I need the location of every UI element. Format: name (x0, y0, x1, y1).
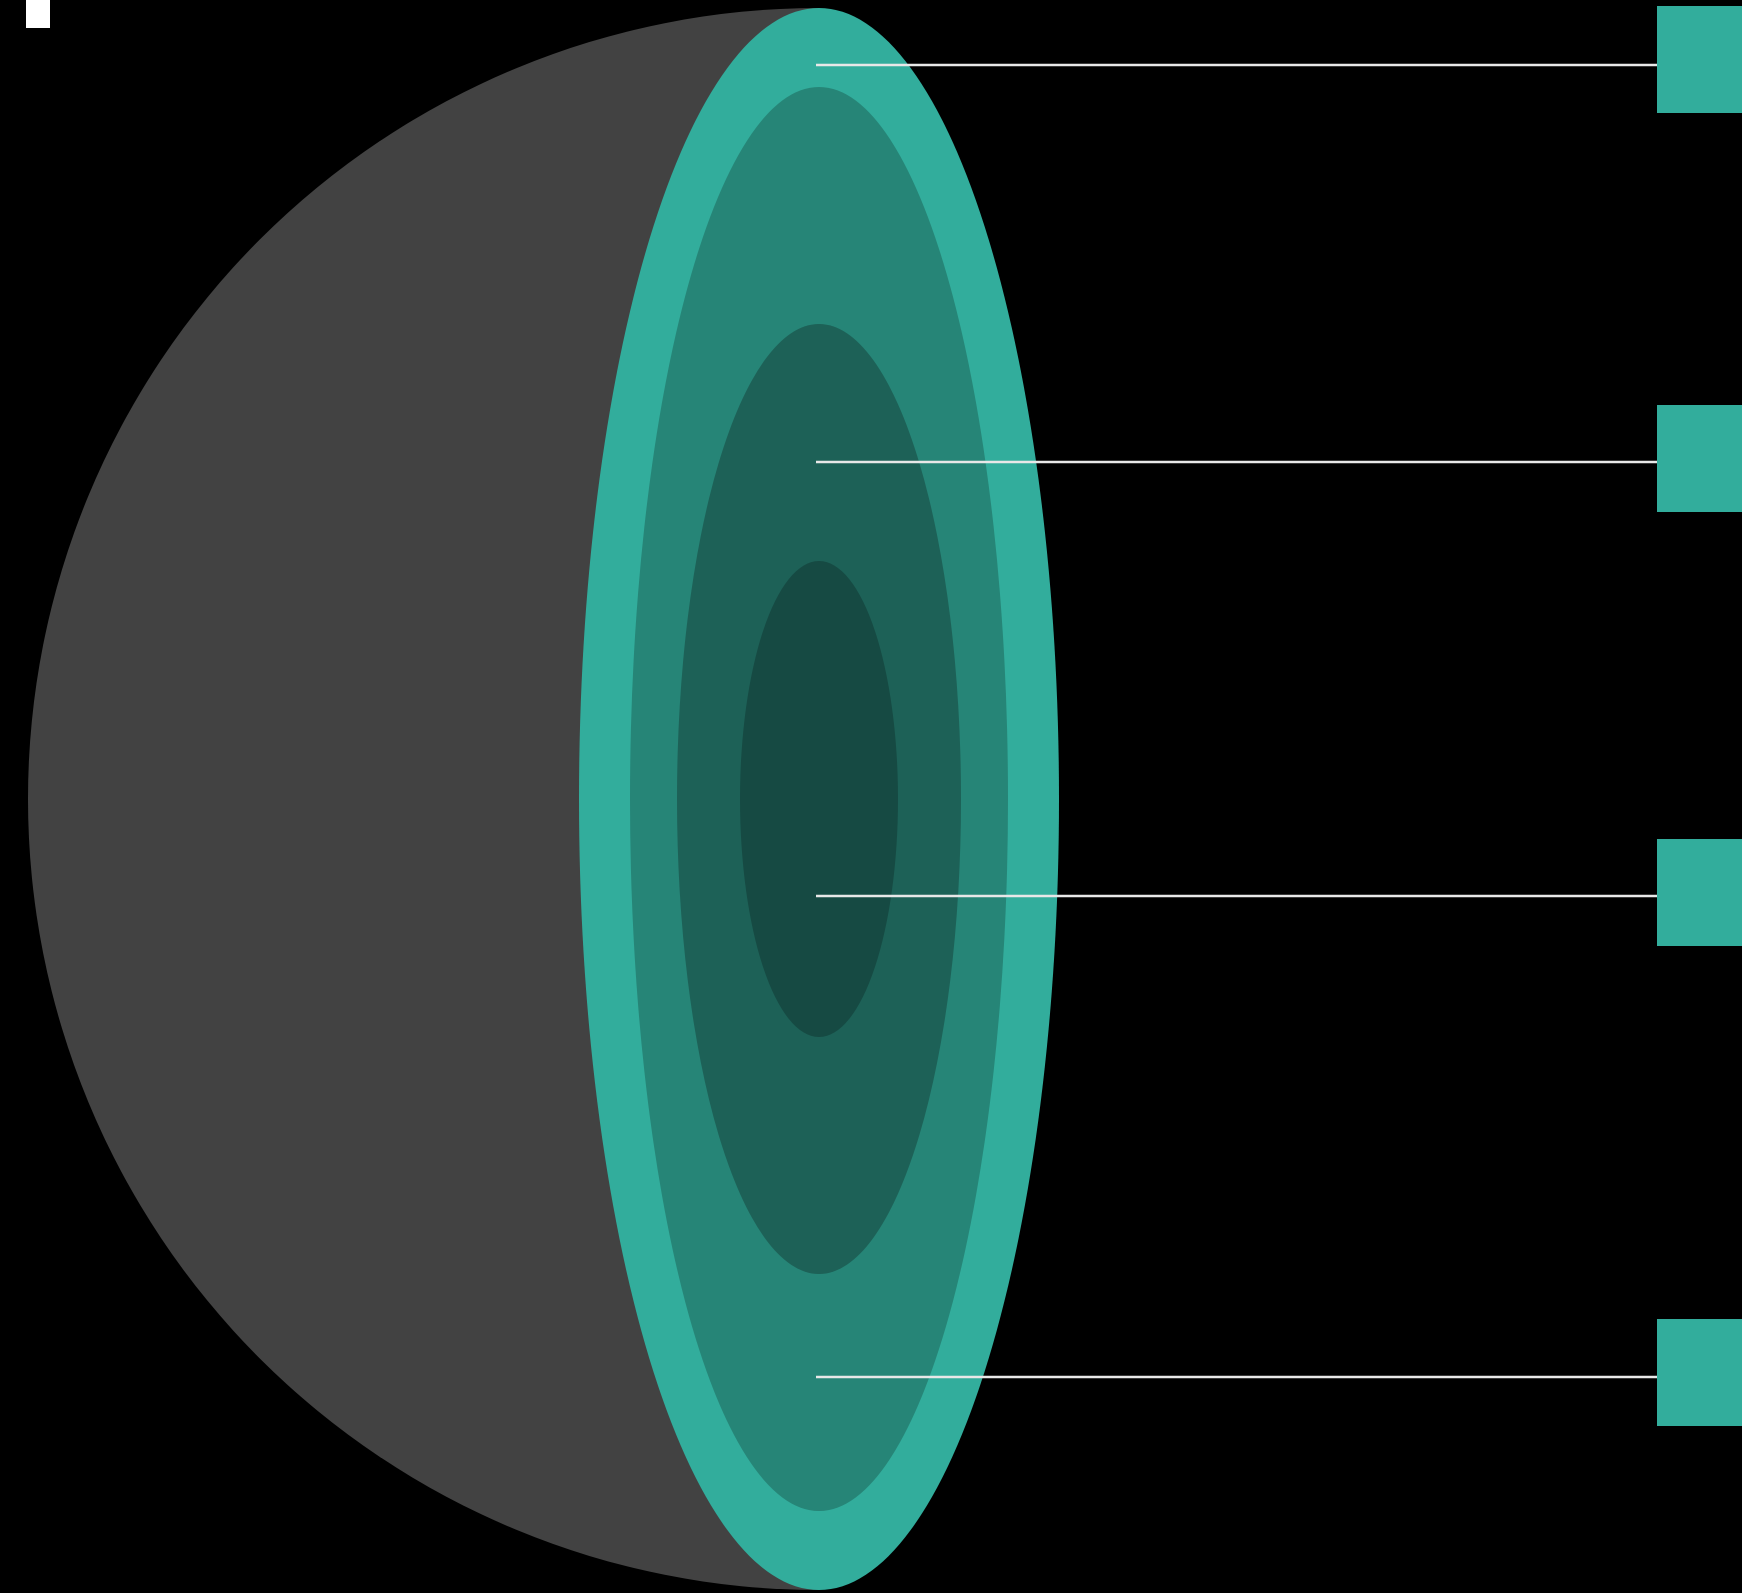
label-box-crust (1657, 6, 1742, 113)
label-box-mantle (1657, 1319, 1742, 1426)
label-box-inner-core (1657, 839, 1742, 946)
callout-mantle (1657, 1319, 1742, 1426)
inner-core-layer (740, 561, 898, 1037)
callout-crust (1657, 6, 1742, 113)
label-box-outer-core (1657, 405, 1742, 512)
callout-outer-core (1657, 405, 1742, 512)
corner-mark (26, 0, 50, 28)
callout-inner-core (1657, 839, 1742, 946)
